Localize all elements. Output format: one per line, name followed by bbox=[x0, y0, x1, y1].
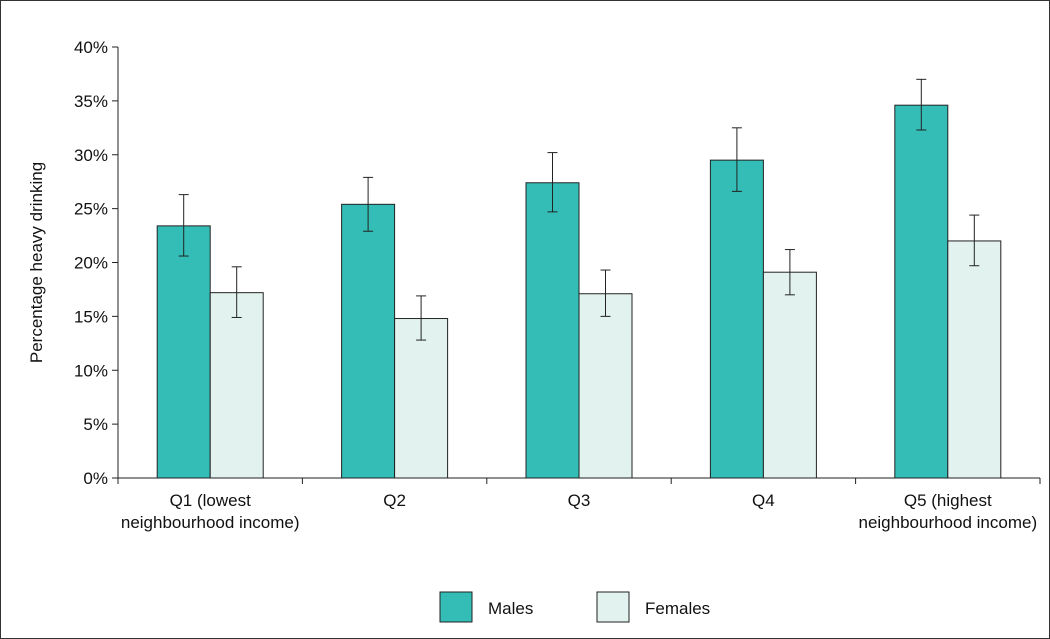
error-bars bbox=[178, 78, 980, 341]
y-tick-label: 30% bbox=[74, 146, 108, 165]
legend-label-females: Females bbox=[645, 599, 710, 618]
legend-label-males: Males bbox=[488, 599, 533, 618]
bar-females-1 bbox=[209, 292, 264, 479]
legend-swatch-males bbox=[439, 591, 473, 623]
bar-females-4 bbox=[762, 271, 817, 479]
x-tick-label: Q5 (highest neighbourhood income) bbox=[858, 491, 1037, 532]
y-tick-label: 25% bbox=[74, 200, 108, 219]
y-tick-label: 20% bbox=[74, 254, 108, 273]
y-tick-label: 10% bbox=[74, 361, 108, 380]
y-tick-label: 5% bbox=[83, 415, 108, 434]
x-tick-label: Q1 (lowest neighbourhood income) bbox=[121, 491, 300, 532]
bar-males-2 bbox=[341, 203, 396, 479]
legend-swatch-females bbox=[596, 591, 630, 623]
y-tick-label: 0% bbox=[83, 469, 108, 488]
x-tick-label: Q2 bbox=[383, 491, 406, 510]
bars bbox=[156, 104, 1002, 479]
bar-females-2 bbox=[394, 318, 449, 479]
bar-males-4 bbox=[709, 159, 764, 479]
bar-females-3 bbox=[578, 293, 633, 479]
bar-males-1 bbox=[156, 225, 211, 479]
bar-males-5 bbox=[894, 104, 949, 479]
bar-females-5 bbox=[947, 240, 1002, 479]
y-tick-label: 40% bbox=[74, 38, 108, 57]
y-axis: 0% 5% 10% 15% 20% 25% 30% 35% 40% bbox=[74, 38, 119, 488]
y-tick-label: 15% bbox=[74, 307, 108, 326]
legend: Males Females bbox=[439, 591, 710, 623]
x-axis: Q1 (lowest neighbourhood income) Q2 Q3 Q4 Q5 … bbox=[117, 477, 1041, 532]
y-tick-label: 35% bbox=[74, 92, 108, 111]
bar-males-3 bbox=[525, 182, 580, 479]
x-tick-label: Q4 bbox=[752, 491, 775, 510]
x-tick-label: Q3 bbox=[568, 491, 591, 510]
y-axis-label: Percentage heavy drinking bbox=[27, 162, 46, 363]
